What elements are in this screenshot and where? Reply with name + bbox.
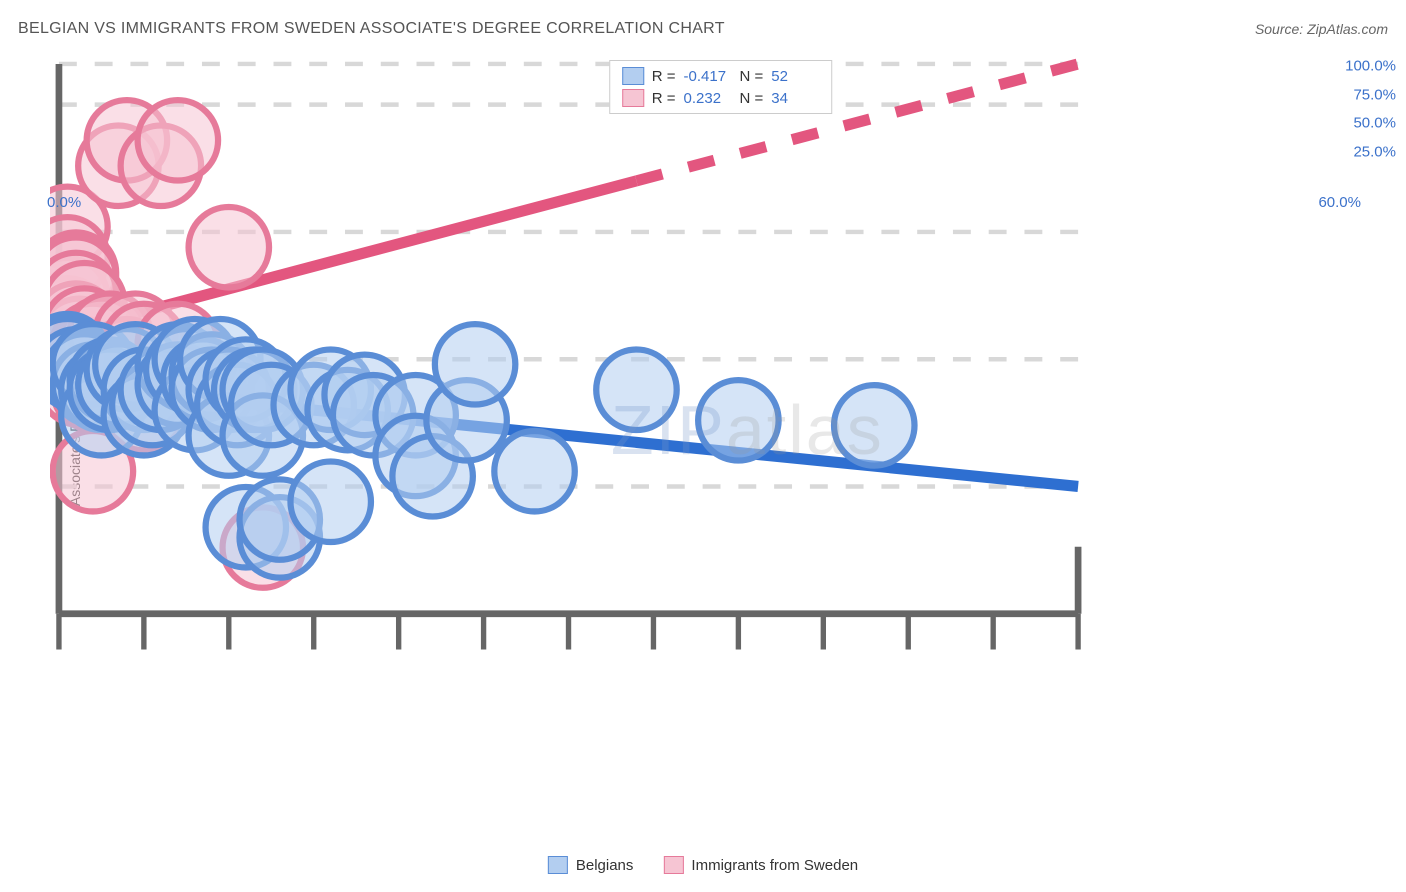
x-tick-label: 60.0%: [1318, 194, 1361, 211]
stats-row-pink: R = 0.232 N = 34: [622, 87, 820, 109]
stats-r-label: R =: [652, 90, 676, 107]
stats-n-label: N =: [740, 90, 764, 107]
legend-item-belgians: Belgians: [548, 856, 634, 874]
stats-r-label: R =: [652, 68, 676, 85]
stats-row-blue: R = -0.417 N = 52: [622, 65, 820, 87]
chart-title: BELGIAN VS IMMIGRANTS FROM SWEDEN ASSOCI…: [18, 20, 725, 38]
legend-label: Belgians: [576, 857, 634, 874]
x-tick-label: 0.0%: [47, 194, 81, 211]
source-attribution: Source: ZipAtlas.com: [1255, 21, 1388, 37]
y-tick-label: 25.0%: [1353, 143, 1396, 160]
stats-n-value: 34: [771, 90, 819, 107]
bottom-legend: Belgians Immigrants from Sweden: [548, 856, 858, 874]
y-tick-label: 100.0%: [1345, 58, 1396, 75]
y-tick-label: 50.0%: [1353, 115, 1396, 132]
legend-item-sweden: Immigrants from Sweden: [663, 856, 858, 874]
swatch-pink-icon: [663, 856, 683, 874]
stats-box: R = -0.417 N = 52 R = 0.232 N = 34: [609, 60, 833, 114]
chart-area: Associate's Degree ZIPatlas R = -0.417 N…: [50, 55, 1391, 837]
scatter-plot: [50, 55, 1391, 726]
stats-n-value: 52: [771, 68, 819, 85]
legend-label: Immigrants from Sweden: [691, 857, 858, 874]
swatch-blue-icon: [622, 67, 644, 85]
y-tick-label: 75.0%: [1353, 86, 1396, 103]
swatch-blue-icon: [548, 856, 568, 874]
stats-r-value: -0.417: [684, 68, 732, 85]
stats-n-label: N =: [740, 68, 764, 85]
swatch-pink-icon: [622, 89, 644, 107]
stats-r-value: 0.232: [684, 90, 732, 107]
